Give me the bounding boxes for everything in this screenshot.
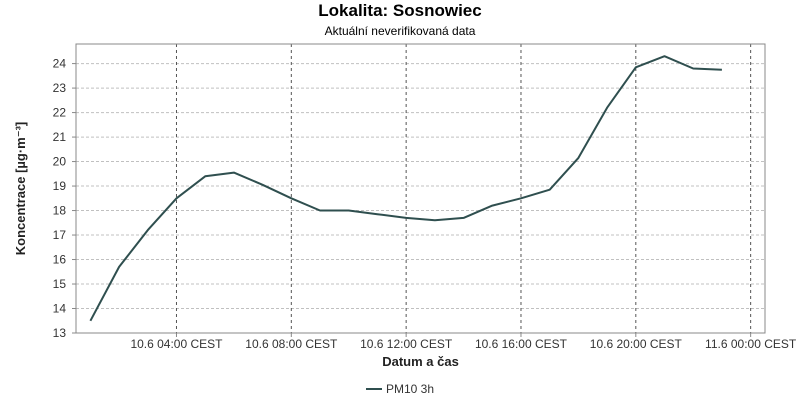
x-tick-label: 10.6 20:00 CEST — [590, 337, 683, 351]
series-layer — [88, 54, 724, 323]
data-point — [691, 66, 695, 70]
plot-area — [75, 43, 766, 334]
x-tick-label: 10.6 04:00 CEST — [130, 337, 223, 351]
y-tick-label: 17 — [53, 228, 67, 242]
x-axis: 10.6 04:00 CEST 10.6 08:00 CEST 10.6 12:00… — [130, 333, 797, 351]
y-axis: 13 14 15 16 17 18 19 20 21 22 23 24 — [53, 57, 76, 340]
y-tick-label: 18 — [53, 204, 67, 218]
legend-label-pm10: PM10 3h — [386, 382, 434, 396]
y-tick-label: 14 — [53, 302, 67, 316]
data-point — [88, 319, 92, 323]
y-tick-label: 24 — [53, 57, 67, 71]
x-tick-label: 10.6 12:00 CEST — [360, 337, 453, 351]
y-tick-label: 15 — [53, 277, 67, 291]
data-point — [404, 216, 408, 220]
data-point — [720, 68, 724, 72]
data-point — [347, 209, 351, 213]
data-point — [576, 156, 580, 160]
y-tick-label: 21 — [53, 130, 67, 144]
data-point — [146, 228, 150, 232]
data-point — [548, 188, 552, 192]
data-point — [490, 204, 494, 208]
data-point — [174, 196, 178, 200]
data-point — [117, 265, 121, 269]
y-tick-label: 19 — [53, 179, 67, 193]
y-tick-label: 22 — [53, 106, 67, 120]
series-line-pm10 — [89, 55, 722, 322]
y-tick-label: 20 — [53, 155, 67, 169]
data-point — [663, 54, 667, 58]
data-point — [375, 212, 379, 216]
y-tick-label: 16 — [53, 253, 67, 267]
data-point — [203, 174, 207, 178]
legend: PM10 3h — [366, 382, 434, 396]
x-tick-label: 10.6 16:00 CEST — [475, 337, 568, 351]
data-point — [634, 65, 638, 69]
data-point — [232, 171, 236, 175]
y-tick-label: 23 — [53, 81, 67, 95]
data-point — [462, 216, 466, 220]
x-axis-title: Datum a čas — [382, 354, 459, 369]
x-tick-label: 10.6 08:00 CEST — [245, 337, 338, 351]
chart-title: Lokalita: Sosnowiec — [318, 1, 482, 20]
data-point — [261, 183, 265, 187]
y-axis-title: Koncentrace [µg·m⁻³] — [13, 122, 28, 256]
data-point — [605, 106, 609, 110]
data-point — [519, 196, 523, 200]
x-tick-label: 11.6 00:00 CEST — [705, 337, 797, 351]
data-point — [289, 196, 293, 200]
y-tick-label: 13 — [53, 326, 67, 340]
chart-subtitle: Aktuální neverifikovaná data — [324, 24, 476, 38]
grid — [76, 44, 765, 334]
data-point — [433, 218, 437, 222]
data-point — [318, 209, 322, 213]
